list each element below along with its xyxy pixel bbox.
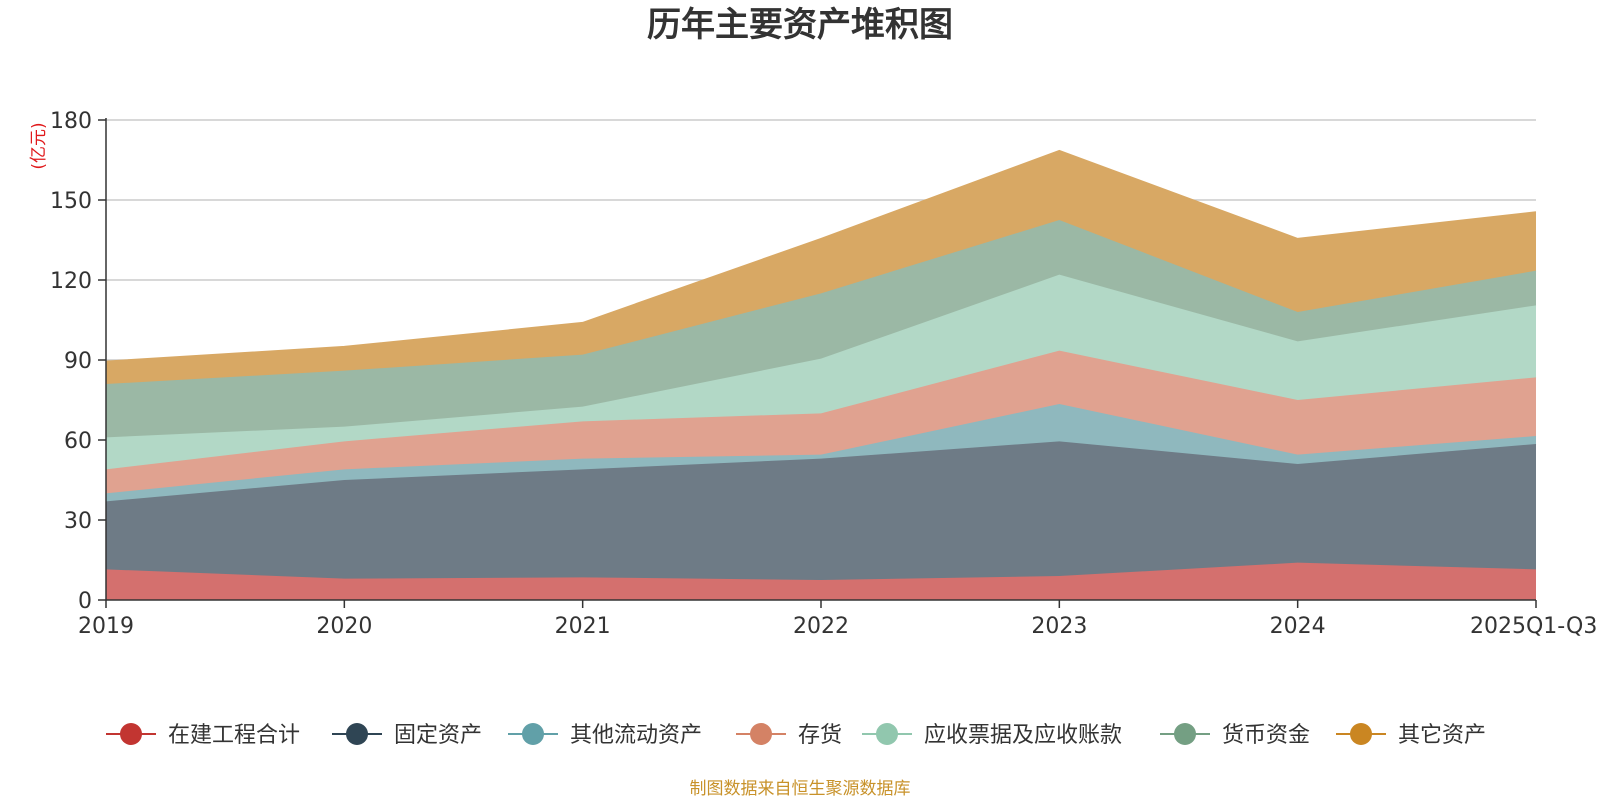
legend-label: 应收票据及应收账款 xyxy=(924,723,1122,748)
y-tick-label: 60 xyxy=(64,429,92,454)
y-axis-unit: (亿元) xyxy=(29,122,49,169)
x-tick-label: 2024 xyxy=(1270,614,1326,639)
legend-marker xyxy=(876,723,898,745)
area-series-1 xyxy=(106,562,1536,600)
y-tick-label: 120 xyxy=(50,269,92,294)
legend-marker xyxy=(120,723,142,745)
legend-item-4: 存货 xyxy=(736,723,842,748)
x-tick-label: 2020 xyxy=(316,614,372,639)
axes: 0 30 60 90 120 150 180 2019 2020 2021 2022 2023 2024… xyxy=(50,109,1597,639)
x-tick-label: 2022 xyxy=(793,614,849,639)
y-tick-label: 150 xyxy=(50,189,92,214)
y-tick-label: 180 xyxy=(50,109,92,134)
area-series-5 xyxy=(106,274,1536,470)
area-series xyxy=(105,149,1537,600)
legend-marker xyxy=(750,723,772,745)
area-series-6 xyxy=(106,220,1536,438)
legend-marker xyxy=(1174,723,1196,745)
legend-item-6: 货币资金 xyxy=(1160,723,1310,748)
legend-item-7: 其它资产 xyxy=(1336,723,1486,748)
legend-item-1: 在建工程合计 xyxy=(106,723,300,748)
legend-label: 存货 xyxy=(798,723,842,748)
legend-label: 货币资金 xyxy=(1222,723,1310,748)
legend-item-3: 其他流动资产 xyxy=(508,723,702,748)
legend-item-5: 应收票据及应收账款 xyxy=(862,723,1122,748)
x-tick-label: 2025Q1-Q3 xyxy=(1470,614,1597,639)
legend: 在建工程合计 固定资产 其他流动资产 存货 应收票据及应收账款 货币资金 其它资产 xyxy=(106,723,1486,748)
x-tick-label: 2021 xyxy=(555,614,611,639)
area-series-2 xyxy=(106,441,1536,580)
legend-label: 其它资产 xyxy=(1398,723,1486,748)
area-series-7 xyxy=(106,150,1536,384)
legend-marker xyxy=(1350,723,1372,745)
area-top-line-5 xyxy=(105,273,1537,439)
y-tick-label: 90 xyxy=(64,349,92,374)
y-tick-label: 0 xyxy=(78,589,92,614)
area-series-4 xyxy=(106,350,1536,494)
legend-marker xyxy=(522,723,544,745)
area-top-line-7 xyxy=(105,149,1537,363)
legend-label: 固定资产 xyxy=(394,723,482,748)
x-tick-label: 2019 xyxy=(78,614,134,639)
legend-label: 其他流动资产 xyxy=(570,723,702,748)
area-series-3 xyxy=(106,404,1536,502)
legend-label: 在建工程合计 xyxy=(168,723,300,748)
chart-title: 历年主要资产堆积图 xyxy=(647,5,953,45)
legend-item-2: 固定资产 xyxy=(332,723,482,748)
y-tick-label: 30 xyxy=(64,509,92,534)
x-tick-label: 2023 xyxy=(1031,614,1087,639)
source-note: 制图数据来自恒生聚源数据库 xyxy=(690,779,911,799)
legend-marker xyxy=(346,723,368,745)
